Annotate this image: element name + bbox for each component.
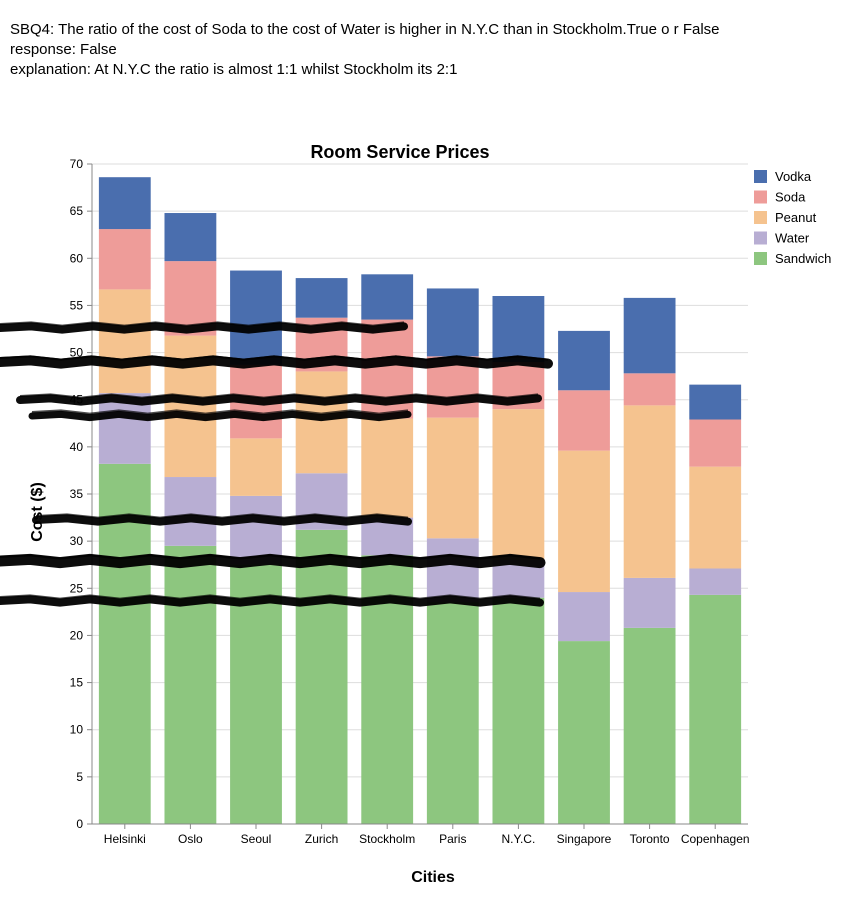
y-tick-label: 0 [76,817,83,831]
legend: Vodka Soda Peanut Water Sandwich [754,169,831,266]
redaction-stroke [0,322,408,334]
redaction-stroke [32,514,412,526]
redaction-stroke [0,553,546,569]
legend-swatch-vodka [754,170,767,183]
bar-peanut-zurich [295,371,348,474]
legend-swatch-water [754,231,767,245]
question-response: response: False [10,41,117,58]
bar-soda-toronto [623,373,676,406]
redaction-stroke-edge [19,393,539,399]
x-axis-label: Cities [411,869,455,886]
bar-soda-helsinki [98,229,151,290]
y-tick-label: 5 [76,770,83,784]
bar-peanut-singapore [558,450,610,593]
bar-peanut-n-y-c- [492,409,545,560]
y-tick-label: 30 [70,534,84,548]
redaction-stroke-edge [0,355,549,361]
bar-vodka-oslo [164,213,217,262]
bar-peanut-stockholm [361,418,414,518]
x-tick-label: Toronto [630,832,670,846]
bar-vodka-n-y-c- [492,296,545,362]
x-tick-label: Zurich [305,832,338,846]
legend-swatch-soda [754,190,767,204]
y-tick-label: 70 [70,157,84,171]
bar-vodka-toronto [623,297,676,374]
bars [98,177,742,824]
x-tick-label: Seoul [241,832,272,846]
bar-peanut-toronto [623,405,676,578]
redaction-stroke [0,595,544,607]
bar-vodka-seoul [230,270,282,365]
y-tick-label: 15 [70,676,84,690]
redaction-stroke-edge [0,594,541,600]
bar-water-oslo [164,477,217,546]
chart-title: Room Service Prices [310,142,489,162]
legend-label-peanut: Peanut [775,210,817,225]
bar-water-toronto [623,577,676,628]
question-block: SBQ4: The ratio of the cost of Soda to t… [10,20,720,80]
bar-sandwich-seoul [230,564,282,824]
bar-sandwich-toronto [623,627,676,824]
question-explanation: explanation: At N.Y.C the ratio is almos… [10,61,458,78]
bar-soda-copenhagen [689,419,742,467]
bar-water-seoul [230,495,282,565]
x-tick-label: Stockholm [359,832,415,846]
y-tick-label: 55 [70,298,84,312]
redaction-scribbles [0,321,553,607]
legend-swatch-sandwich [754,252,767,265]
y-tick-label: 10 [70,723,84,737]
question-prompt: SBQ4: The ratio of the cost of Soda to t… [10,21,720,38]
y-tick-label: 65 [70,204,84,218]
bar-peanut-helsinki [98,289,151,394]
redaction-stroke [16,394,542,406]
bar-peanut-copenhagen [689,466,742,569]
x-tick-label: Helsinki [104,832,146,846]
legend-label-water: Water [775,231,810,246]
bar-peanut-paris [426,417,479,539]
bar-vodka-stockholm [361,274,414,320]
bar-soda-singapore [558,390,610,451]
legend-label-sandwich: Sandwich [775,251,831,266]
bar-vodka-paris [426,288,479,357]
bar-water-copenhagen [689,568,742,595]
bar-vodka-singapore [558,330,610,391]
redaction-stroke-edge [0,554,541,560]
y-tick-label: 40 [70,440,84,454]
legend-swatch-peanut [754,211,767,224]
bar-sandwich-zurich [295,529,348,824]
y-tick-label: 35 [70,487,84,501]
redaction-stroke [0,355,553,369]
y-tick-label: 60 [70,251,84,265]
redaction-stroke-edge [31,409,409,415]
bar-sandwich-copenhagen [689,594,742,824]
y-tick-label: 20 [70,628,84,642]
redaction-stroke [28,410,412,422]
x-tick-label: N.Y.C. [502,832,536,846]
bar-sandwich-oslo [164,545,217,824]
bar-vodka-helsinki [98,177,151,230]
bar-water-paris [426,538,479,603]
redaction-stroke-edge [0,321,405,327]
x-tick-label: Copenhagen [681,832,750,846]
bar-vodka-zurich [295,278,348,318]
bar-sandwich-singapore [558,641,610,824]
bar-vodka-copenhagen [689,384,742,420]
bar-water-singapore [558,592,610,642]
bar-sandwich-n-y-c- [492,597,545,824]
legend-label-soda: Soda [775,190,806,205]
x-tick-label: Paris [439,832,466,846]
x-tick-label: Singapore [557,832,612,846]
bar-peanut-seoul [230,438,282,496]
bar-sandwich-paris [426,602,479,824]
y-tick-label: 50 [70,346,84,360]
y-tick-label: 25 [70,581,84,595]
y-axis-label: Cost ($) [29,482,46,542]
legend-label-vodka: Vodka [775,169,812,184]
x-tick-label: Oslo [178,832,203,846]
redaction-stroke-edge [35,513,409,519]
